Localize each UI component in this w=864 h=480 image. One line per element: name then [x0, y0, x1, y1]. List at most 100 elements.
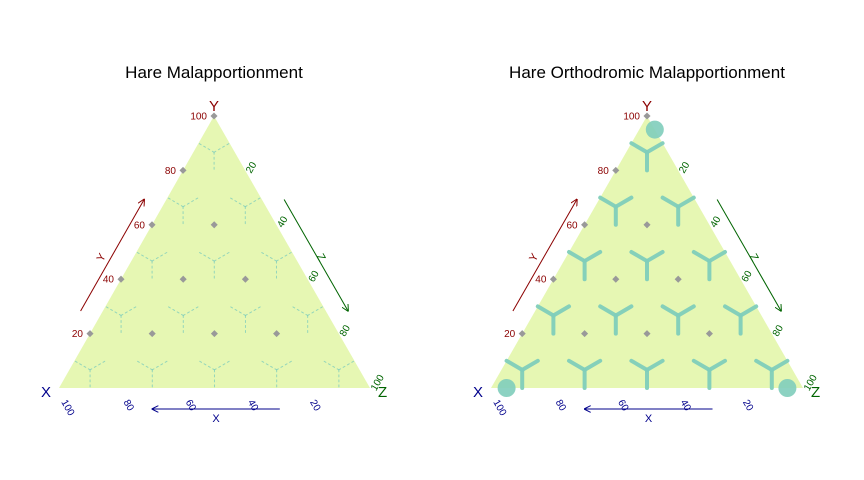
grid-point [241, 275, 249, 283]
grid-point [581, 330, 589, 338]
z-tick-label: 60 [740, 269, 755, 285]
region-boundary [105, 305, 122, 316]
y-tick-label: 80 [165, 166, 177, 177]
x-tick-label: 100 [58, 398, 76, 418]
region-boundary [645, 141, 665, 155]
x-tick-label: 60 [615, 398, 630, 414]
region-boundary [151, 251, 169, 262]
region-boundary [691, 358, 712, 372]
region-boundary [213, 251, 231, 262]
grid-point [643, 221, 651, 229]
grid-point [210, 112, 218, 120]
region-boundary [229, 305, 246, 316]
region-boundary [676, 195, 696, 209]
region-boundary [613, 304, 634, 318]
grid-point [705, 330, 713, 338]
region-boundary [275, 251, 293, 262]
chart-title: Hare Orthodromic Malapportionment [509, 63, 785, 82]
region-boundary [769, 358, 790, 372]
z-tick-label: 20 [244, 160, 259, 176]
y-direction-arrow [80, 199, 145, 312]
region-boundary [244, 305, 262, 316]
grid-point [117, 275, 125, 283]
ternary-chart-2: Hare Orthodromic Malapportionment Y X Z 20 40… [473, 63, 820, 425]
grid-point [643, 112, 651, 120]
x-tick-label: 20 [307, 398, 322, 414]
corner-label-z: Z [811, 384, 820, 401]
region-boundary [198, 360, 215, 371]
region-boundary [182, 197, 200, 208]
region-boundary [120, 305, 138, 316]
corner-region [645, 120, 664, 139]
region-boundary [645, 358, 665, 372]
grid-point [612, 166, 620, 174]
region-boundary [291, 305, 309, 316]
region-boundary [213, 360, 231, 371]
region-boundary [167, 197, 184, 208]
z-tick-label: 60 [307, 269, 322, 285]
region-boundary [660, 304, 681, 318]
region-boundary [198, 251, 215, 262]
grid-point [148, 221, 156, 229]
corner-label-y: Y [642, 98, 652, 115]
region-boundary [629, 358, 649, 372]
region-boundary [229, 197, 246, 208]
region-boundary [167, 305, 184, 316]
region-boundary [707, 358, 727, 372]
z-tick-label: 80 [338, 323, 353, 339]
region-boundary [707, 250, 727, 264]
region-boundary [244, 197, 262, 208]
region-boundary [276, 360, 293, 371]
region-boundary [89, 360, 107, 371]
z-direction-arrow [283, 199, 348, 311]
region-boundary [198, 142, 215, 153]
region-boundary [723, 304, 743, 318]
z-tick-label: 80 [771, 323, 786, 339]
x-tick-label: 40 [678, 398, 693, 414]
y-tick-label: 40 [103, 275, 115, 286]
grid-point [674, 275, 682, 283]
grid-point [549, 275, 557, 283]
region-boundary [322, 360, 340, 371]
region-boundary [582, 250, 603, 264]
grid-point [210, 330, 218, 338]
region-boundary [691, 250, 712, 264]
y-tick-label: 20 [504, 329, 516, 340]
z-axis-label: Z [314, 252, 328, 264]
region-boundaries [74, 142, 355, 389]
grid-point [210, 221, 218, 229]
grid-point [612, 275, 620, 283]
ternary-chart-1: Hare Malapportionment Y X Z 20 40 60 80 100 20 40 6… [41, 63, 387, 425]
region-boundary [613, 195, 634, 209]
corner-region [778, 379, 797, 397]
grid-point [148, 330, 156, 338]
z-axis-label: Z [747, 252, 761, 264]
grid-point [518, 330, 526, 338]
chart-title: Hare Malapportionment [125, 63, 303, 82]
y-axis-label: Y [527, 251, 541, 264]
region-boundaries [504, 141, 790, 390]
y-tick-label: 20 [72, 329, 84, 340]
region-boundary [213, 142, 231, 153]
x-tick-label: 20 [740, 398, 755, 414]
y-tick-label: 80 [598, 166, 610, 177]
region-boundary [582, 358, 603, 372]
y-tick-label: 100 [623, 112, 640, 123]
y-tick-label: 60 [134, 220, 146, 231]
region-boundary [598, 304, 618, 318]
region-boundary [629, 250, 649, 264]
region-boundary [260, 360, 278, 371]
region-boundary [136, 360, 153, 371]
corner-label-y: Y [209, 98, 219, 115]
y-direction-arrow [512, 199, 577, 312]
grid-points [86, 112, 281, 338]
grid-points [518, 112, 713, 338]
z-direction-arrow [716, 199, 781, 311]
region-boundary [567, 250, 587, 264]
region-boundary [738, 304, 759, 318]
grid-point [86, 330, 94, 338]
region-boundary [598, 195, 618, 209]
region-boundary [307, 305, 324, 316]
region-boundary [676, 304, 696, 318]
